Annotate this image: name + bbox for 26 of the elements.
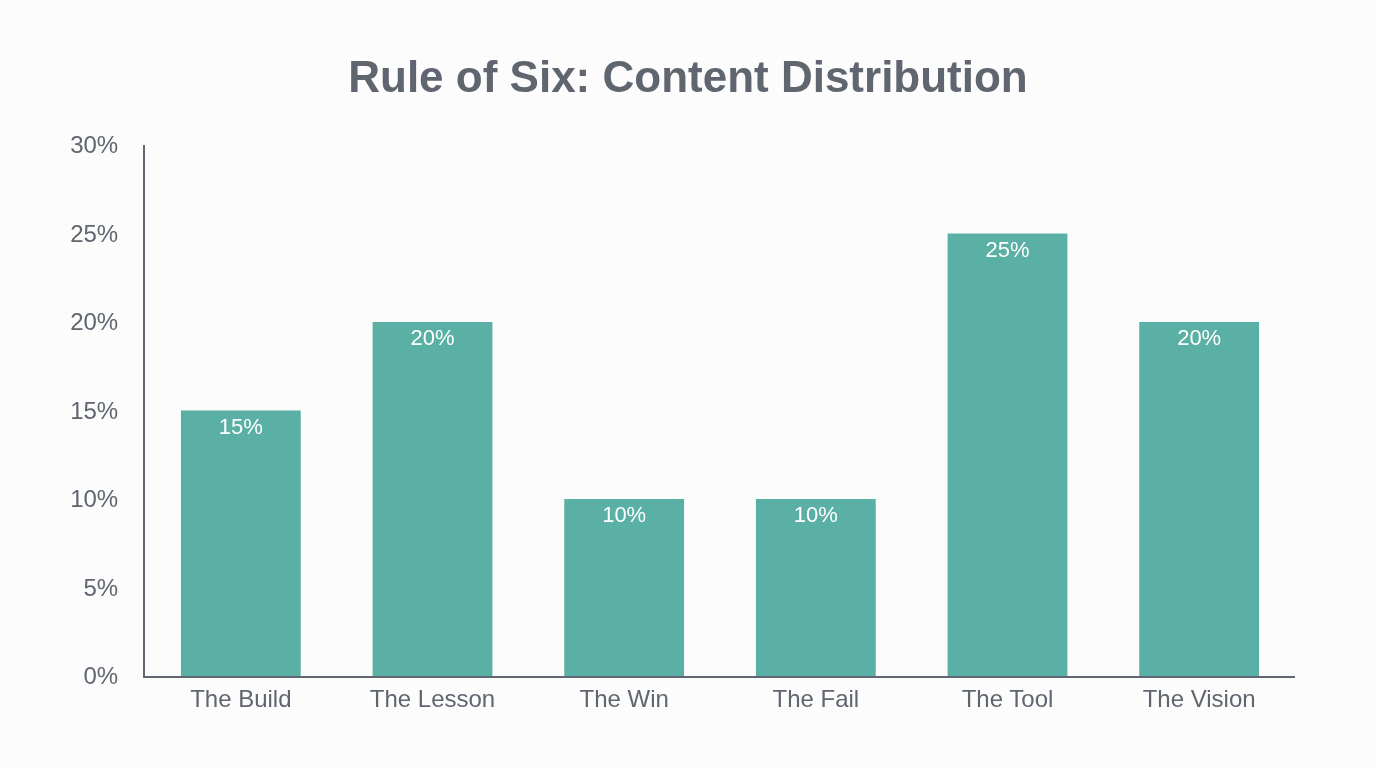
bar <box>564 499 685 676</box>
y-tick-label: 30% <box>70 131 119 159</box>
data-label: 10% <box>602 502 647 527</box>
x-tick-label: The Tool <box>961 684 1054 712</box>
x-tick-label: The Lesson <box>369 684 496 712</box>
x-tick-label: The Vision <box>1142 684 1256 712</box>
bar <box>947 233 1068 676</box>
x-tick-label: The Win <box>579 684 669 712</box>
x-tick-label: The Build <box>190 684 292 712</box>
y-tick-label: 25% <box>70 219 119 247</box>
bar <box>180 410 301 676</box>
y-tick-label: 0% <box>83 662 119 690</box>
chart-title: Rule of Six: Content Distribution <box>348 52 1028 102</box>
bar <box>755 499 876 676</box>
data-label: 25% <box>985 236 1030 262</box>
data-label: 10% <box>793 502 838 527</box>
x-tick-label: The Fail <box>772 684 860 712</box>
data-label: 15% <box>218 413 263 439</box>
bar <box>1139 322 1260 676</box>
y-tick-label: 20% <box>70 308 119 336</box>
y-tick-label: 5% <box>83 573 119 601</box>
y-tick-label: 10% <box>70 485 119 513</box>
data-label: 20% <box>410 325 455 350</box>
y-tick-label: 15% <box>70 396 119 424</box>
bar <box>372 322 493 676</box>
data-label: 20% <box>1177 325 1222 350</box>
